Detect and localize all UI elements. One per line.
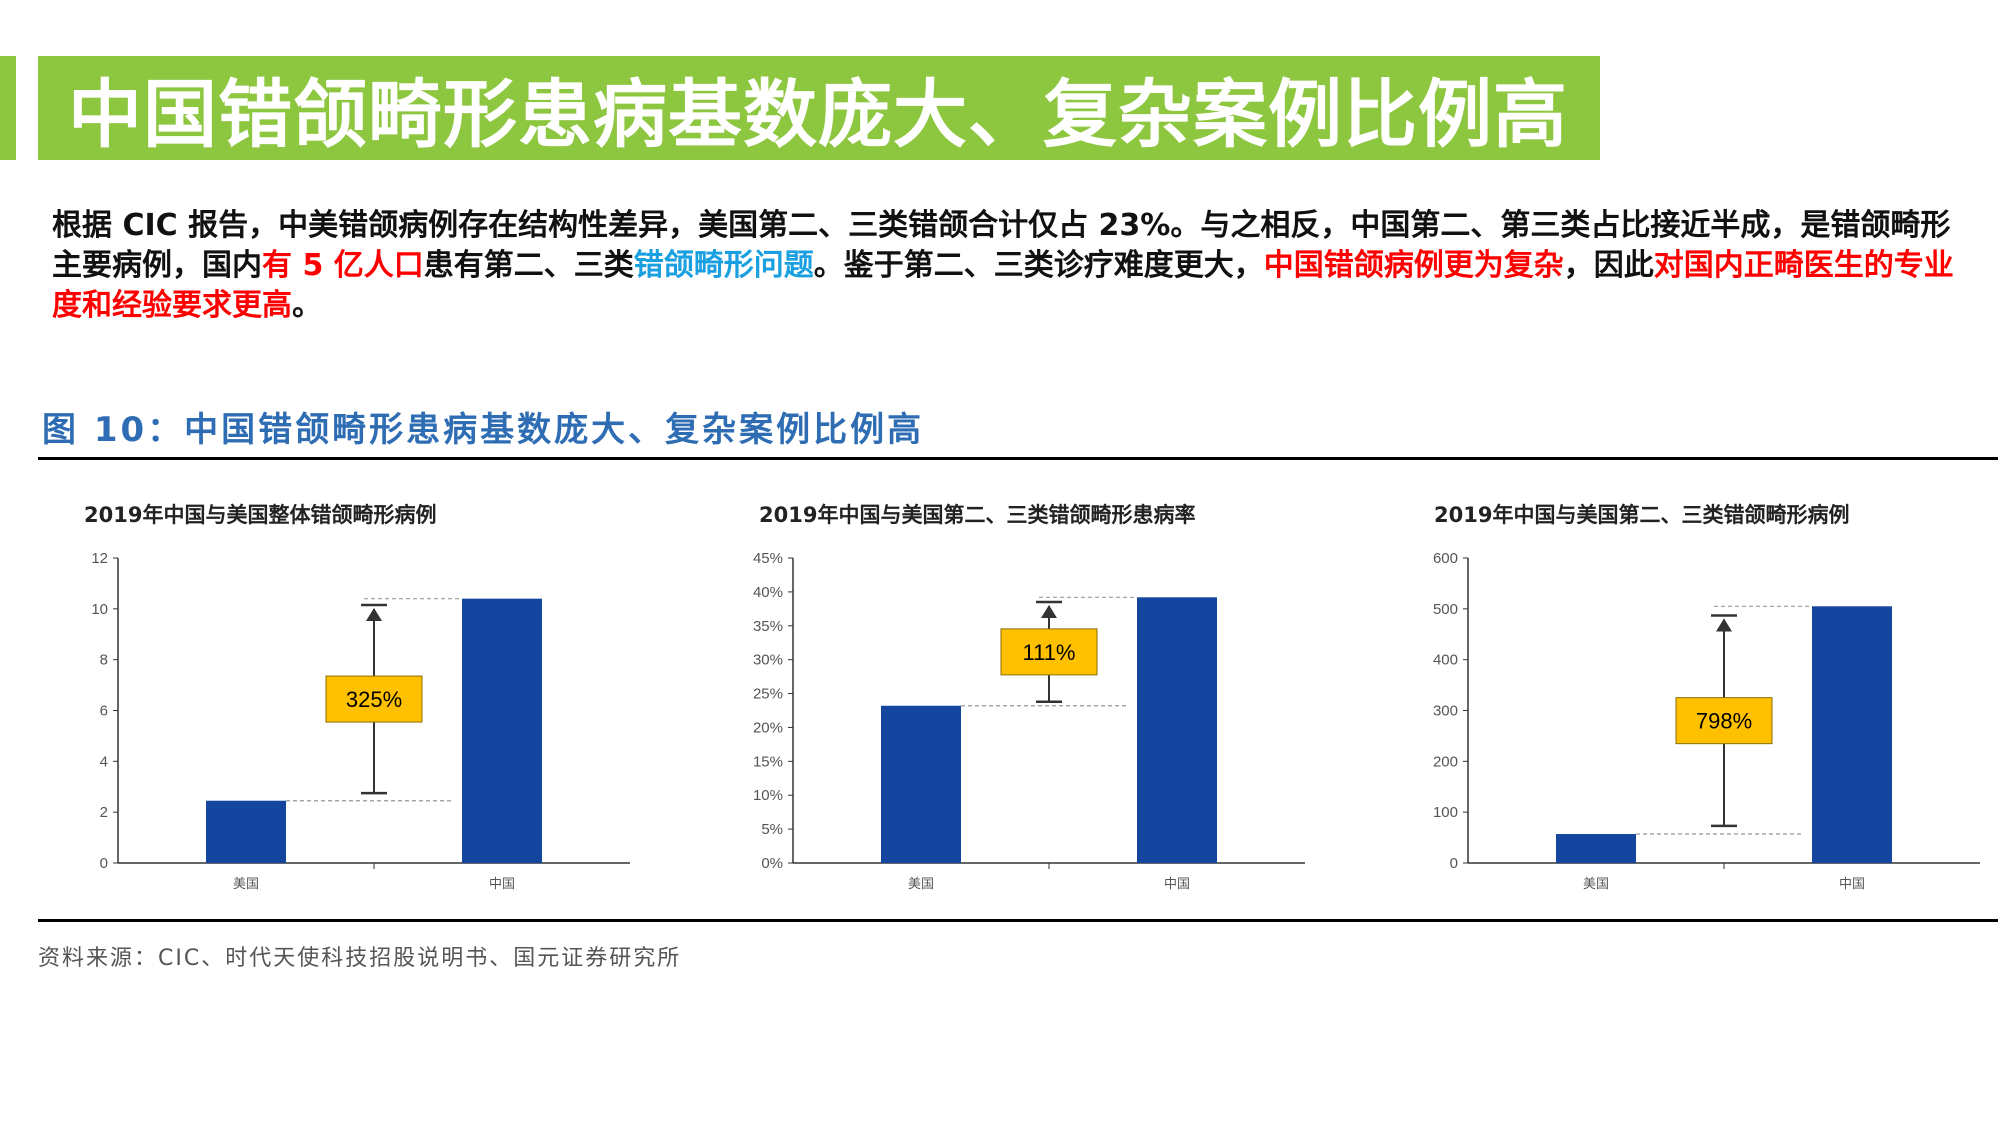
chart-title: 2019年中国与美国第二、三类错颌畸形患病率: [759, 503, 1195, 527]
y-tick-label: 4: [100, 753, 108, 770]
bar: [1137, 597, 1217, 863]
y-tick-label: 5%: [761, 821, 783, 838]
y-tick-label: 40%: [753, 584, 783, 601]
page-title: 中国错颌畸形患病基数庞大、复杂案例比例高: [68, 71, 1568, 158]
y-tick-label: 25%: [753, 686, 783, 703]
y-tick-label: 400: [1433, 652, 1458, 669]
chart-class23-prevalence: 2019年中国与美国第二、三类错颌畸形患病率 0% 5% 10% 15% 20% 25% 3…: [753, 503, 1305, 892]
paragraph-highlight-malocclusion: 错颌畸形问题: [633, 248, 814, 283]
chart-class23-cases: 2019年中国与美国第二、三类错颌畸形病例 0 100 200 300 400 500 60…: [1433, 503, 1980, 892]
y-tick-label: 35%: [753, 618, 783, 635]
y-tick-label: 0: [100, 855, 108, 872]
paragraph-text-4: ，因此: [1563, 248, 1654, 283]
bar: [1812, 606, 1892, 863]
x-tick-label: 中国: [489, 877, 515, 892]
annotation-label: 325%: [346, 687, 402, 712]
title-banner: 中国错颌畸形患病基数庞大、复杂案例比例高: [38, 56, 1600, 160]
annotation-box: [1000, 628, 1098, 676]
annotation-label: 111%: [1022, 640, 1075, 665]
chart-title: 2019年中国与美国第二、三类错颌畸形病例: [1434, 503, 1849, 527]
annotation-label: 798%: [1696, 709, 1752, 734]
paragraph-highlight-requirement: 对国内正畸医生的专业度和经验要求更高: [52, 248, 1954, 323]
paragraph-highlight-population: 有 5 亿人口: [262, 248, 424, 283]
x-tick-label: 美国: [1583, 877, 1609, 892]
bar: [462, 598, 542, 863]
paragraph-text-2: 患有第二、三类: [423, 248, 634, 283]
bar: [881, 705, 961, 863]
y-tick-label: 500: [1433, 601, 1458, 618]
annotation-arrow-head: [366, 608, 382, 622]
chart-overall-cases: 2019年中国与美国整体错颌畸形病例 0 2 4 6 8 10 12 美国 中国 325%: [84, 503, 630, 892]
y-tick-label: 12: [91, 550, 108, 567]
x-tick-label: 美国: [233, 877, 259, 892]
x-tick-label: 美国: [908, 877, 934, 892]
paragraph-highlight-complex: 中国错颌病例更为复杂: [1263, 248, 1564, 283]
annotation-box: [1675, 697, 1773, 745]
figure-title: 图 10：中国错颌畸形患病基数庞大、复杂案例比例高: [42, 410, 925, 450]
y-tick-label: 300: [1433, 703, 1458, 720]
y-tick-label: 200: [1433, 753, 1458, 770]
y-tick-label: 6: [100, 703, 108, 720]
bar: [206, 800, 286, 863]
chart-title: 2019年中国与美国整体错颌畸形病例: [84, 503, 436, 527]
source-note: 资料来源：CIC、时代天使科技招股说明书、国元证券研究所: [38, 946, 682, 971]
figure-top-rule: [38, 457, 1998, 460]
summary-paragraph: 根据 CIC 报告，中美错颌病例存在结构性差异，美国第二、三类错颌合计仅占 23…: [52, 206, 1972, 326]
y-tick-label: 45%: [753, 550, 783, 567]
paragraph-text-5: 。: [292, 288, 322, 323]
paragraph-text-1: 根据 CIC 报告，中美错颌病例存在结构性差异，美国第二、三类错颌合计仅占 23…: [52, 208, 1951, 283]
annotation-arrow-head: [1716, 618, 1732, 632]
y-tick-label: 2: [100, 804, 108, 821]
figure-bottom-rule: [38, 919, 1998, 922]
y-tick-label: 0: [1450, 855, 1458, 872]
annotation-box: [325, 675, 423, 723]
y-tick-label: 20%: [753, 719, 783, 736]
y-tick-label: 600: [1433, 550, 1458, 567]
y-tick-label: 100: [1433, 804, 1458, 821]
y-tick-label: 0%: [761, 855, 783, 872]
y-tick-label: 30%: [753, 652, 783, 669]
x-tick-label: 中国: [1839, 877, 1865, 892]
paragraph-text-3: 。鉴于第二、三类诊疗难度更大，: [813, 248, 1264, 283]
y-tick-label: 10: [91, 601, 108, 618]
y-tick-label: 15%: [753, 753, 783, 770]
x-tick-label: 中国: [1164, 877, 1190, 892]
y-tick-label: 8: [100, 652, 108, 669]
bar: [1556, 834, 1636, 863]
y-tick-label: 10%: [753, 787, 783, 804]
title-accent-bar: [0, 56, 16, 160]
annotation-arrow-head: [1041, 605, 1057, 619]
